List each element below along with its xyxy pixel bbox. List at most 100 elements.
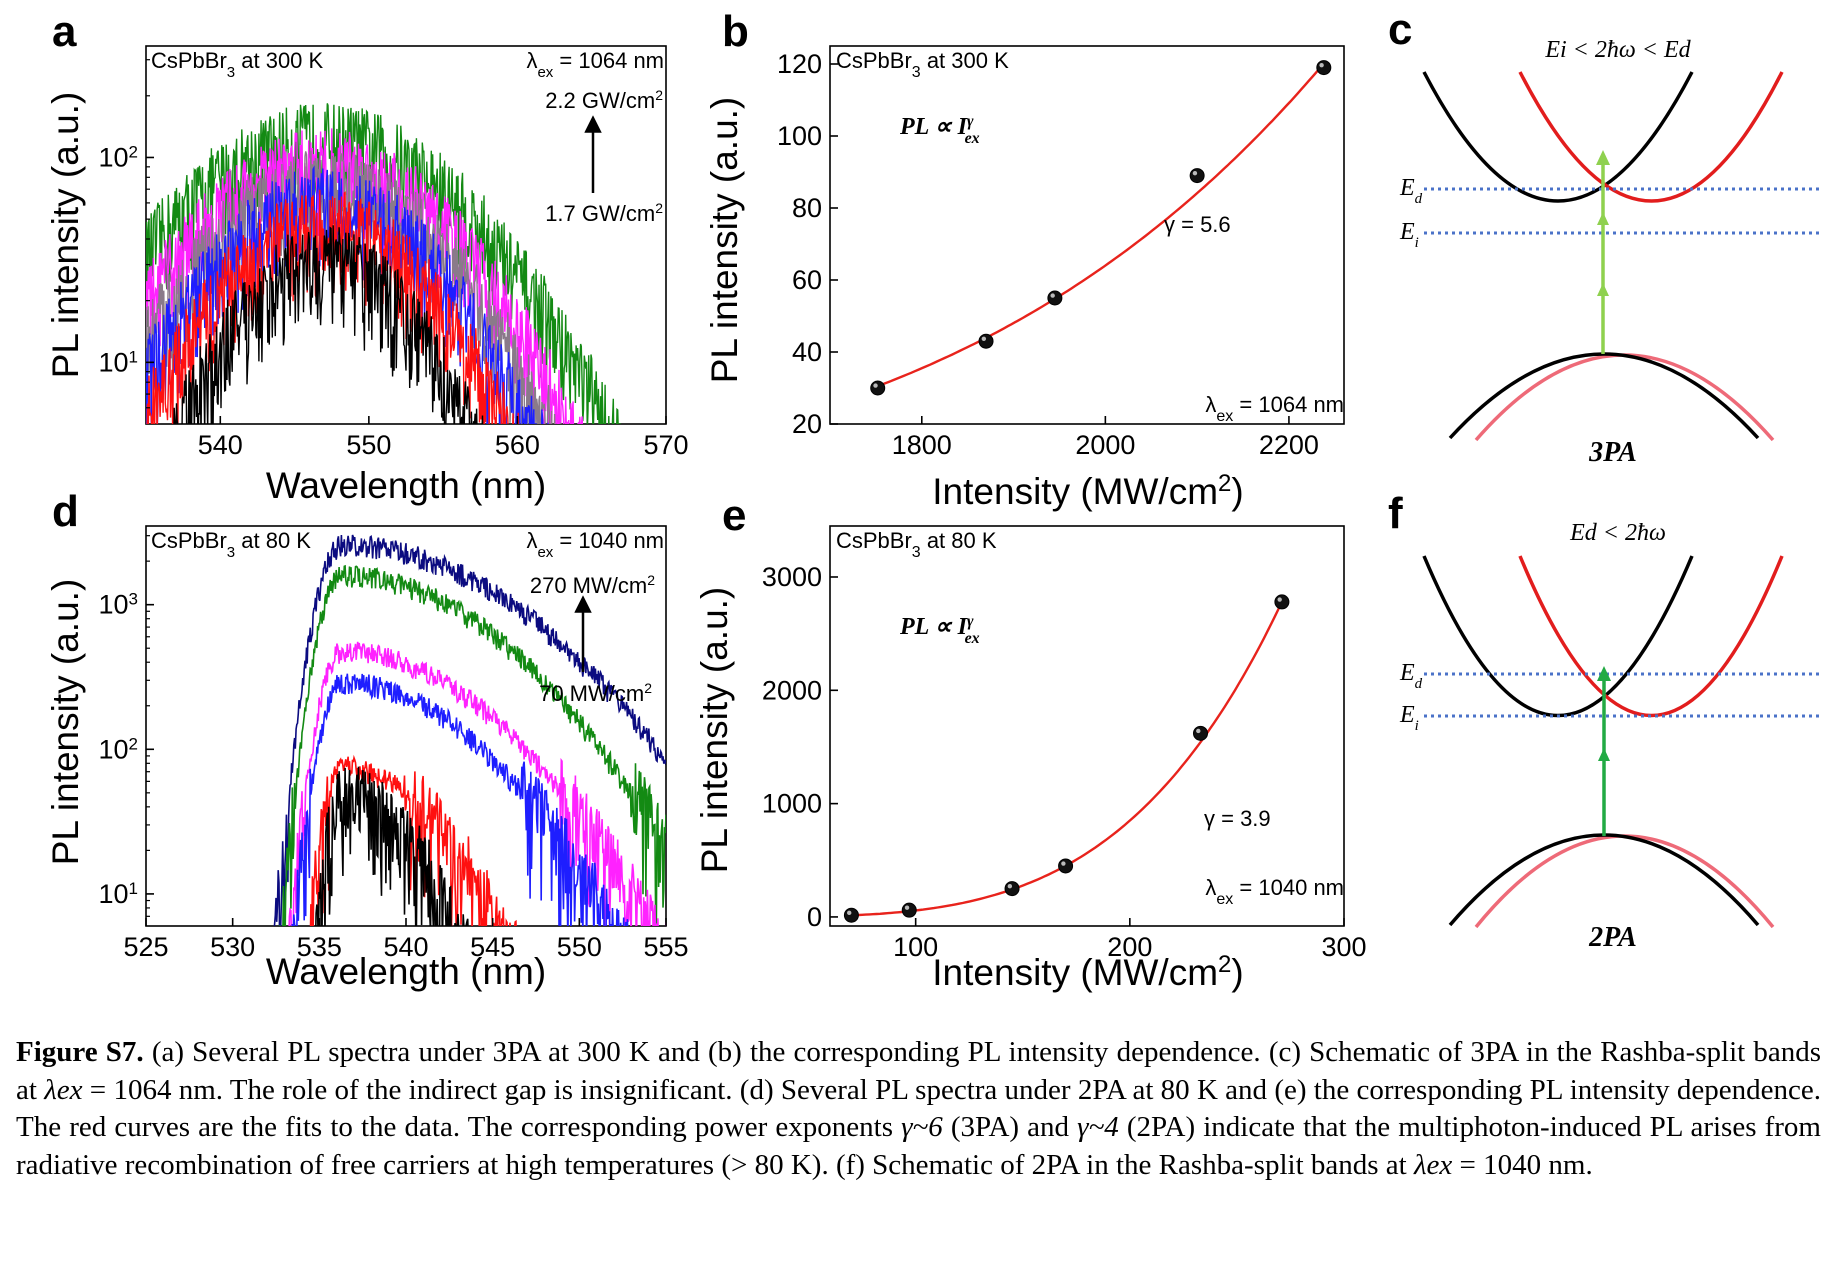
y-tick-label: 2000 [762,675,822,705]
panel-f-arrowhead-1 [1598,748,1610,761]
panel-a-label: a [52,7,77,56]
panel-d-axes: 525 530 535 540 545 550 555 101 102 103 [98,535,689,962]
panel-a-xlabel: Wavelength (nm) [266,465,546,506]
panel-d-material: CsPbBr3 at 80 K [151,528,311,561]
data-point-highlight [847,910,852,916]
data-point-highlight [1196,728,1201,734]
panel-a-lambda: λex = 1064 nm [526,48,664,81]
x-tick-label: 2000 [1075,430,1135,460]
panel-c-arrowhead-3 [1596,150,1610,165]
panel-e-material: CsPbBr3 at 80 K [836,528,997,561]
panel-a-axes: 540 550 560 570 101 102 [98,59,689,460]
panel-b-lambda: λex = 1064 nm [1205,392,1344,425]
x-tick-label: 550 [346,430,391,460]
x-tick-label: 200 [1107,932,1152,962]
y-tick-label: 120 [777,49,822,79]
data-point [1058,858,1074,874]
spectrum-series-6 [173,225,484,424]
caption-text-2: = 1064 nm. The role of the indirect gap … [16,1073,1821,1144]
panel-b-material: CsPbBr3 at 300 K [836,48,1009,81]
y-tick-label: 102 [98,142,138,173]
caption-gamma-2: γ~4 [1077,1111,1119,1143]
y-tick-label: 60 [792,265,822,295]
data-point-highlight [1061,861,1066,866]
data-point [1047,290,1063,306]
y-tick-label: 3000 [762,562,822,592]
panel-b-gamma: γ = 5.6 [1164,212,1231,237]
panel-b-label: b [722,7,749,56]
panel-b-axes: 1800 2000 2200 20 40 60 80 100 120 [777,49,1319,460]
spectrum-series-4 [291,673,629,926]
panel-f-red-conduction-band [1518,555,1784,718]
x-tick-label: 1800 [892,430,952,460]
y-tick-label: 101 [98,878,138,909]
caption-lambda-2: λex [1413,1148,1453,1181]
panel-c-black-valence-band [1448,352,1760,440]
panel-c-condition: Ei < 2ħω < Ed [1544,37,1691,63]
panel-a: 540 550 560 570 101 102 a CsPbBr3 at 300 K λe… [45,7,689,506]
y-tick-label: 100 [777,121,822,151]
panel-e-lambda: λex = 1040 nm [1205,875,1344,908]
caption-text-3: (3PA) and [942,1111,1078,1143]
panel-d-arrow-bottom-label: 70 MW/cm2 [539,680,652,706]
spectrum-series-1 [146,103,621,424]
caption-text-5: = 1040 nm. [1452,1148,1593,1181]
x-tick-label: 560 [495,430,540,460]
y-tick-label: 102 [98,734,138,765]
data-point [901,902,917,918]
panel-c-black-conduction-band [1422,71,1694,203]
panel-e-formula: PL ∝ Iγ ex [899,613,980,647]
data-point-highlight [873,383,878,388]
panel-b-frame [829,45,1345,425]
x-tick-label: 530 [210,932,255,962]
data-point-highlight [1050,293,1055,298]
panel-e-xlabel: Intensity (MW/cm2) [932,951,1243,994]
panel-a-arrow-bottom-label: 1.7 GW/cm2 [545,200,663,226]
panel-c-red-conduction-band [1518,71,1784,203]
panel-f-label: f [1388,489,1403,538]
panel-d-ylabel: PL intensity (a.u.) [45,579,86,866]
panel-d-spectra [273,534,666,926]
y-tick-label: 80 [792,193,822,223]
data-point [1193,725,1209,741]
panel-e-gamma: γ = 3.9 [1204,806,1271,831]
panel-b-ylabel: PL intensity (a.u.) [704,97,745,384]
y-tick-label: 103 [98,589,138,620]
x-tick-label: 2200 [1259,430,1319,460]
data-point [843,907,859,923]
caption-figure-label: Figure S7. [16,1036,144,1068]
panel-a-spectra [146,103,621,424]
panel-a-arrow-top-label: 2.2 GW/cm2 [545,87,663,113]
x-tick-label: 545 [470,932,515,962]
panel-d: 525 530 535 540 545 550 555 101 102 103 d CsPbBr3… [45,487,689,992]
data-point-highlight [1277,597,1282,602]
spectrum-series-6 [315,766,469,926]
spectrum-series-5 [309,754,517,926]
caption-text-4: (2PA) indicate that the multiphoton-indu… [16,1111,1821,1181]
panel-f-arrowhead-2 [1597,666,1611,681]
panel-d-label: d [52,487,79,536]
panel-e-data [843,594,1290,923]
panel-b-data [870,60,1332,396]
panel-d-arrow-top-label: 270 MW/cm2 [530,572,655,598]
figure-caption: Figure S7. (a) Several PL spectra under … [16,1034,1821,1184]
panel-c-Ei-label: Ei [1399,219,1419,251]
x-tick-label: 555 [643,932,688,962]
y-tick-label: 1000 [762,789,822,819]
panel-a-material: CsPbBr3 at 300 K [151,48,324,81]
panel-c-Ed-label: Ed [1399,175,1423,207]
panel-b: 1800 2000 2200 20 40 60 80 100 120 b CsPbBr3 at … [704,7,1345,512]
y-tick-label: 101 [98,347,138,378]
spectrum-series-1 [273,534,666,926]
data-point [1004,881,1020,897]
x-tick-label: 535 [297,932,342,962]
caption-gamma-1: γ~6 [901,1111,943,1143]
caption-text-1: (a) Several PL spectra under 3PA at 300 … [16,1036,1821,1106]
x-tick-label: 550 [557,932,602,962]
panel-e-frame [829,525,1345,927]
panel-f-process-label: 2PA [1588,922,1637,953]
panel-c-pink-valence-band [1474,353,1775,442]
x-tick-label: 525 [123,932,168,962]
